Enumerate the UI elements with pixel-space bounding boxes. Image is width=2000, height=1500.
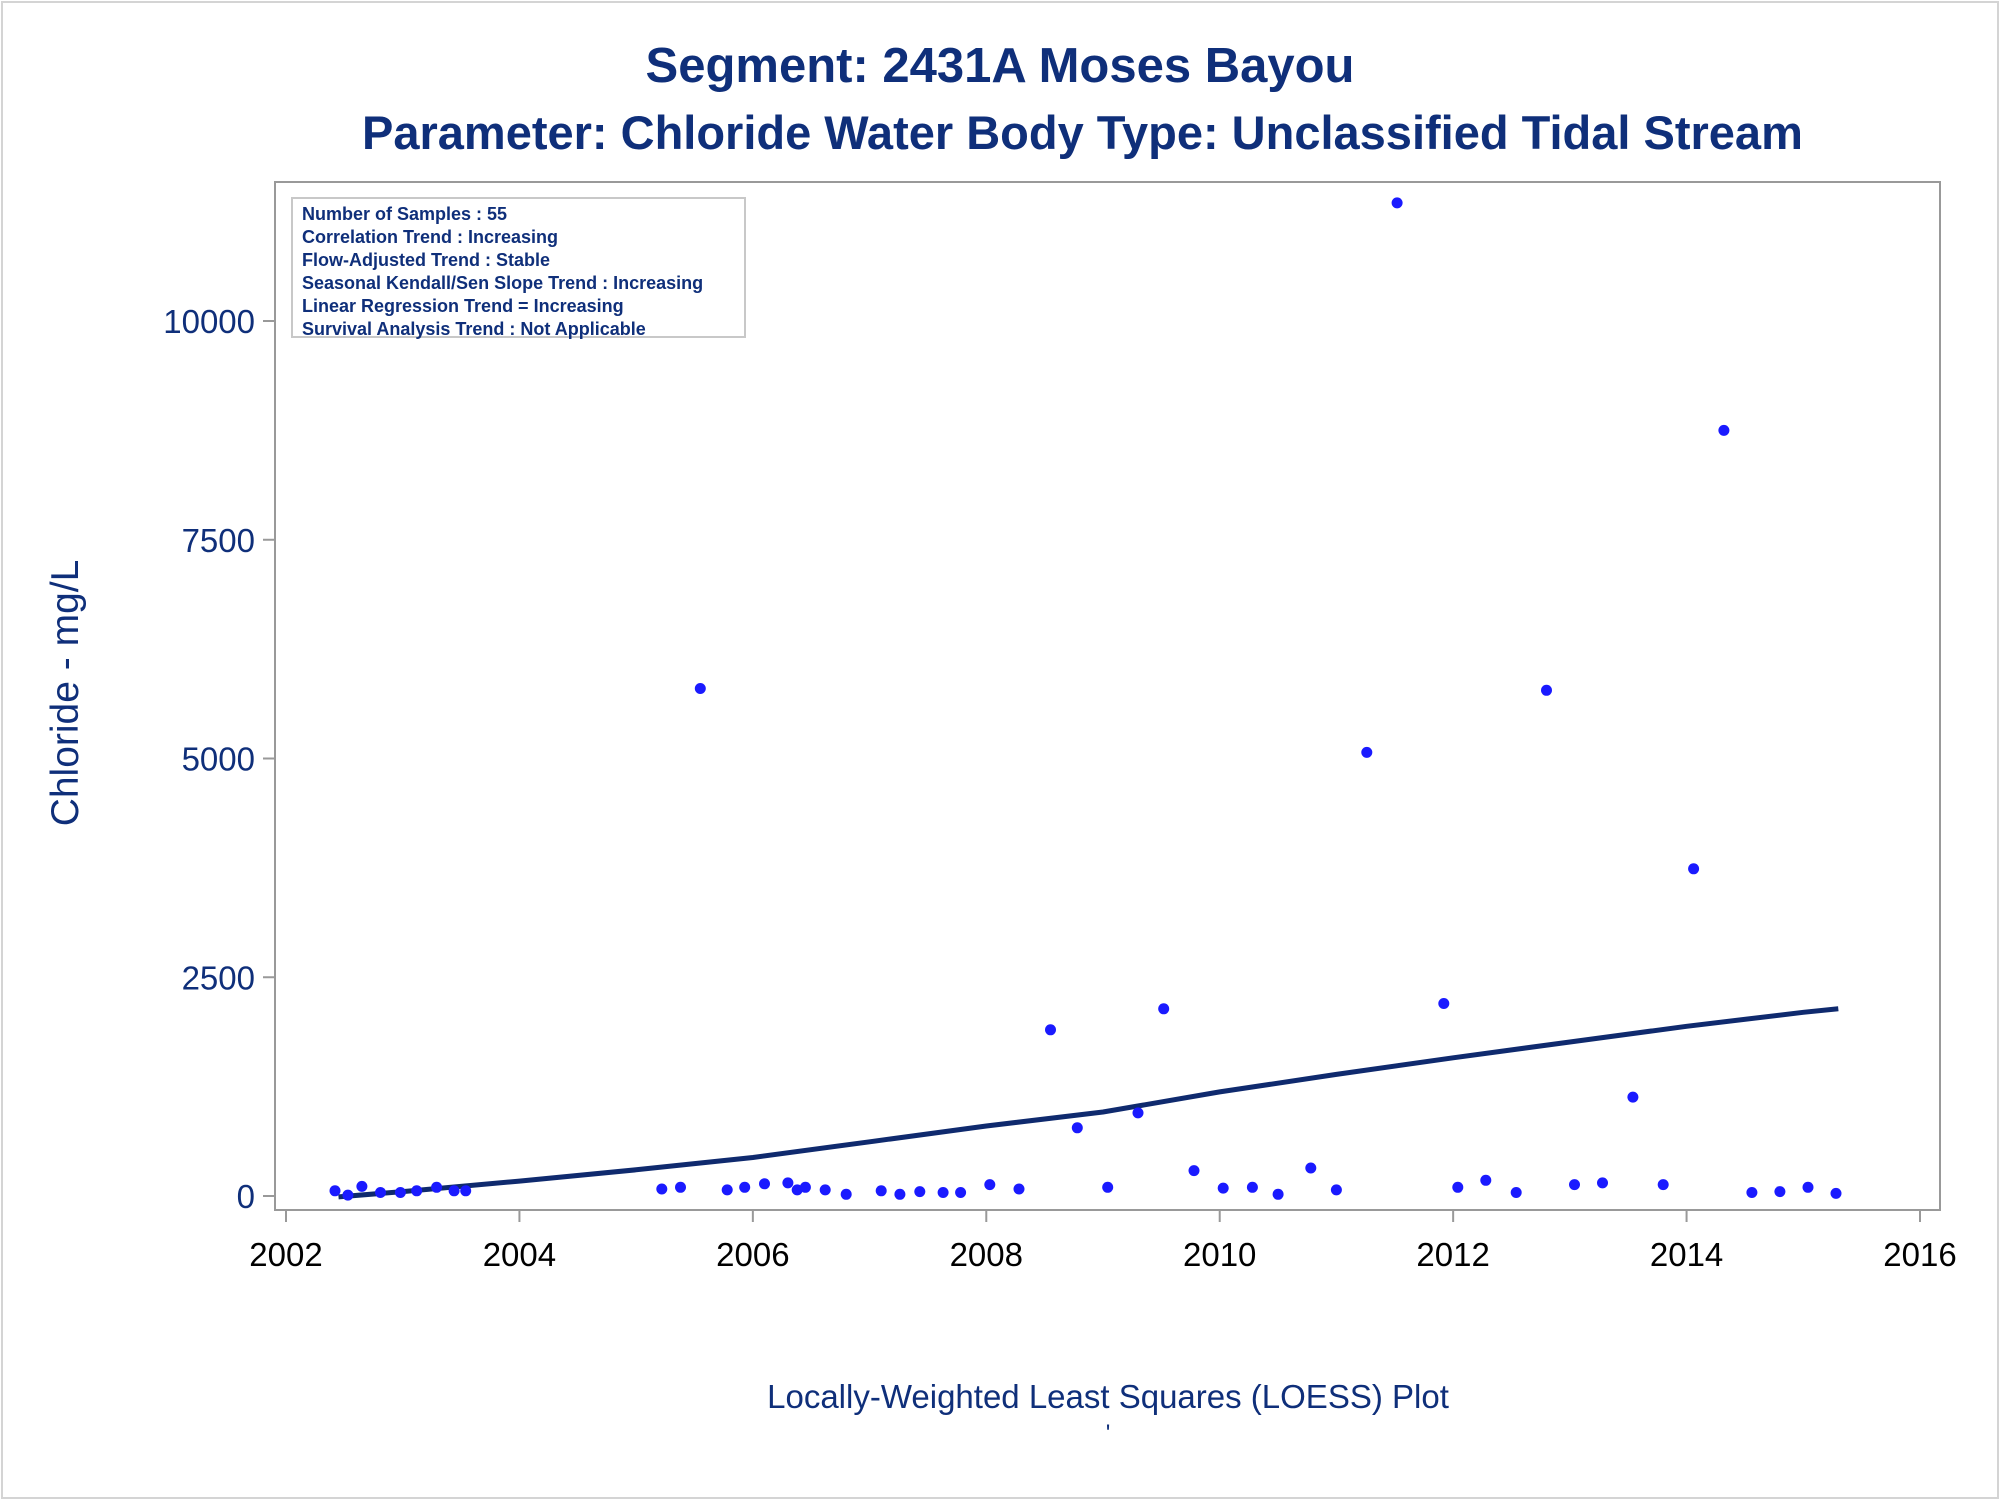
data-point — [1361, 746, 1373, 758]
x-tick-label: 2004 — [483, 1236, 556, 1273]
stat-linear-regression-trend: Linear Regression Trend = Increasing — [302, 296, 624, 316]
data-point — [431, 1181, 443, 1193]
data-point — [1272, 1188, 1284, 1200]
data-point — [1830, 1187, 1842, 1199]
data-point — [1774, 1186, 1786, 1198]
data-point — [1188, 1165, 1200, 1177]
data-point — [1391, 197, 1403, 209]
x-tick-label: 2012 — [1416, 1236, 1489, 1273]
stat-correlation-trend: Correlation Trend : Increasing — [302, 227, 559, 247]
data-point — [914, 1186, 926, 1198]
data-point — [448, 1185, 460, 1197]
stat-flow-adjusted-trend: Flow-Adjusted Trend : Stable — [302, 250, 551, 270]
stat-seasonal-kendall-trend: Seasonal Kendall/Sen Slope Trend : Incre… — [302, 273, 704, 293]
data-point — [1217, 1182, 1229, 1194]
y-axis-label: Chloride - mg/L — [44, 559, 87, 827]
data-point — [739, 1181, 751, 1193]
data-point — [694, 683, 706, 694]
y-tick-label: 7500 — [182, 522, 255, 559]
data-point — [460, 1185, 472, 1197]
data-point — [1452, 1181, 1464, 1193]
data-point — [819, 1184, 831, 1196]
chart-subtitle: Parameter: Chloride Water Body Type: Unc… — [362, 106, 1803, 159]
data-point — [1013, 1183, 1025, 1195]
data-point — [1802, 1181, 1814, 1193]
data-point — [1541, 684, 1552, 696]
data-point — [759, 1178, 770, 1190]
data-point — [1132, 1107, 1144, 1119]
plot-area-border — [274, 181, 1941, 1211]
data-point — [840, 1188, 852, 1200]
data-point — [656, 1183, 668, 1195]
chart-title: Segment: 2431A Moses Bayou — [645, 39, 1355, 93]
data-point — [1246, 1181, 1258, 1193]
data-point — [782, 1177, 794, 1189]
data-point — [375, 1187, 386, 1198]
data-point — [1569, 1179, 1580, 1191]
footnote-mark: ' — [1105, 1420, 1111, 1447]
footnote: Locally-Weighted Least Squares (LOESS) P… — [767, 1378, 1449, 1415]
data-point — [1597, 1177, 1608, 1189]
x-tick-label: 2010 — [1183, 1236, 1256, 1273]
data-point — [394, 1187, 406, 1198]
data-point — [984, 1179, 996, 1191]
data-point — [329, 1185, 341, 1197]
y-tick-label: 2500 — [182, 959, 255, 996]
data-point — [1045, 1024, 1056, 1036]
data-point — [799, 1181, 811, 1193]
data-point — [342, 1189, 354, 1201]
y-tick-label: 5000 — [182, 741, 255, 778]
trend-stats-box: Number of Samples : 55 Correlation Trend… — [291, 197, 746, 339]
loess-line — [338, 1006, 1839, 1200]
data-point — [955, 1187, 967, 1198]
x-tick-label: 2002 — [249, 1236, 322, 1273]
data-point — [1102, 1181, 1114, 1193]
data-point — [937, 1187, 949, 1198]
y-tick-label: 0 — [237, 1178, 255, 1215]
x-tick-label: 2016 — [1883, 1236, 1956, 1273]
data-point — [721, 1184, 733, 1196]
stat-survival-analysis-trend: Survival Analysis Trend : Not Applicable — [302, 319, 646, 339]
x-tick-label: 2008 — [950, 1236, 1023, 1273]
x-tick-label: 2014 — [1650, 1236, 1723, 1273]
data-point — [1480, 1174, 1492, 1186]
data-point — [1071, 1122, 1083, 1134]
data-point — [1746, 1187, 1758, 1198]
data-point — [1438, 998, 1450, 1009]
data-point — [411, 1185, 423, 1197]
data-point — [1688, 863, 1700, 875]
data-point — [1158, 1003, 1170, 1015]
data-point — [875, 1185, 887, 1197]
data-point — [675, 1181, 686, 1193]
data-point — [1305, 1162, 1317, 1174]
data-point — [1627, 1091, 1639, 1103]
data-point — [894, 1188, 906, 1200]
data-point — [1718, 424, 1730, 436]
stat-samples: Number of Samples : 55 — [302, 204, 508, 224]
y-tick-label: 10000 — [163, 303, 255, 340]
data-point — [356, 1180, 368, 1192]
data-point — [1330, 1184, 1342, 1196]
x-tick-label: 2006 — [716, 1236, 789, 1273]
data-point — [1510, 1187, 1522, 1198]
data-point — [1657, 1179, 1669, 1191]
